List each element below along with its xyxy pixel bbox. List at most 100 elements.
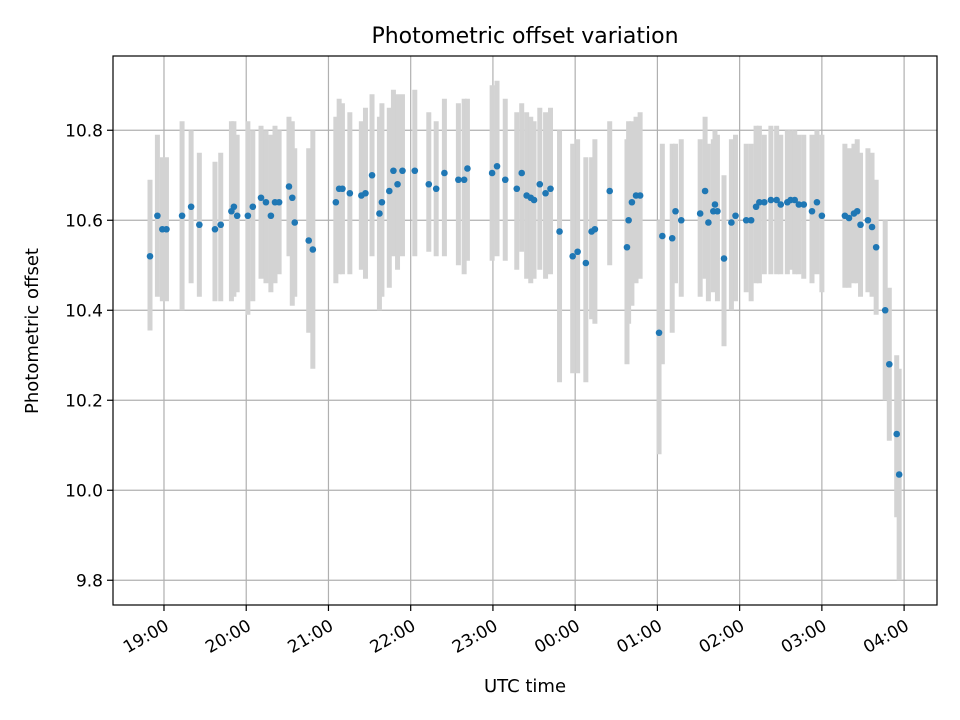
data-point (668, 234, 676, 242)
data-point (556, 228, 563, 235)
data-point (233, 212, 241, 220)
data-point (659, 232, 666, 240)
data-point (230, 203, 238, 211)
data-point (767, 196, 775, 204)
data-point (720, 255, 728, 262)
data-point (696, 210, 704, 217)
data-point (513, 185, 521, 193)
data-point (672, 207, 679, 215)
data-point (853, 207, 861, 215)
data-point (582, 259, 590, 267)
data-point (332, 198, 340, 206)
y-tick-label: 10.4 (65, 301, 103, 321)
x-axis-label: UTC time (484, 676, 566, 697)
data-point (655, 329, 663, 337)
data-point (178, 212, 186, 220)
data-point (714, 207, 721, 215)
data-point (857, 221, 864, 229)
data-point (636, 192, 644, 199)
data-point (346, 189, 354, 197)
data-point (386, 187, 393, 195)
data-point (756, 198, 763, 206)
data-point (542, 189, 549, 197)
point-layer (146, 162, 903, 478)
data-point (773, 196, 780, 204)
data-point (460, 176, 468, 184)
data-point (432, 185, 440, 193)
data-point (574, 248, 581, 256)
data-point (211, 225, 219, 233)
plot-frame (112, 55, 938, 606)
data-point (732, 212, 739, 220)
data-point (285, 183, 293, 190)
data-point (464, 165, 471, 172)
data-point (777, 201, 785, 208)
data-point (625, 216, 632, 224)
data-point (761, 198, 768, 206)
data-point (411, 167, 419, 175)
data-point (368, 171, 376, 179)
y-axis: 9.8 10.0 10.2 10.4 10.6 10.8 (65, 121, 113, 591)
data-point (249, 203, 257, 211)
data-point (146, 252, 154, 260)
data-point (791, 196, 799, 204)
data-point (262, 198, 270, 206)
y-tick-label: 10.0 (65, 481, 103, 501)
data-point (196, 221, 203, 229)
y-tick-label: 10.2 (65, 391, 103, 411)
y-tick-label: 10.8 (65, 121, 103, 141)
data-point (305, 237, 313, 244)
data-point (628, 198, 636, 206)
data-point (291, 219, 299, 226)
plot-area (112, 55, 938, 606)
data-point (378, 198, 386, 206)
data-point (362, 189, 369, 197)
data-point (606, 187, 614, 195)
data-point (275, 198, 283, 206)
data-point (163, 225, 170, 233)
data-point (399, 167, 406, 175)
data-point (267, 212, 275, 220)
data-point (808, 207, 816, 215)
data-point (728, 219, 735, 226)
data-point (569, 252, 576, 260)
data-point (154, 212, 161, 220)
data-point (390, 167, 397, 175)
data-point (394, 180, 401, 188)
data-point (288, 194, 296, 202)
data-point (747, 216, 755, 224)
data-point (217, 221, 225, 229)
data-point (895, 471, 903, 478)
data-point (518, 169, 526, 177)
data-point (493, 162, 501, 170)
data-point (257, 194, 265, 202)
data-point (742, 216, 750, 224)
data-point (813, 198, 821, 206)
data-point (623, 243, 631, 251)
data-point (536, 180, 544, 188)
data-point (701, 187, 709, 195)
data-point (705, 219, 712, 226)
data-point (425, 180, 433, 188)
data-point (501, 176, 509, 184)
data-point (187, 203, 195, 211)
data-point (244, 212, 252, 220)
data-point (339, 185, 346, 193)
data-point (309, 246, 317, 253)
data-point (795, 201, 803, 208)
data-point (677, 216, 685, 224)
y-tick-label: 10.6 (65, 211, 103, 231)
data-point (591, 225, 599, 233)
data-point (711, 201, 719, 208)
data-point (376, 210, 383, 217)
chart-title: Photometric offset variation (371, 24, 678, 49)
y-axis-label: Photometric offset (22, 248, 43, 414)
data-point (872, 243, 880, 251)
data-point (818, 212, 826, 220)
y-tick-label: 9.8 (76, 571, 103, 591)
data-point (864, 216, 872, 224)
data-point (441, 169, 448, 177)
data-point (800, 201, 808, 208)
data-point (868, 223, 876, 231)
